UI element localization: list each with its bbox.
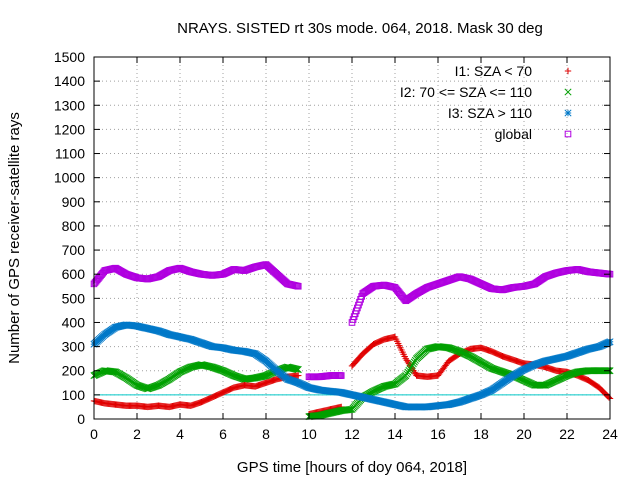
legend-marker (564, 67, 572, 75)
y-tick-label: 0 (77, 411, 85, 427)
y-tick-label: 900 (62, 194, 86, 210)
legend-marker (564, 88, 572, 96)
y-tick-labels: 0 100 200 300 400 500 600 700 800 900 1000 1100 1200… (54, 49, 85, 427)
y-tick-label: 500 (62, 290, 86, 306)
data-point (337, 372, 345, 379)
x-tick-label: 0 (90, 426, 98, 442)
y-tick-label: 1400 (54, 73, 85, 89)
y-tick-label: 1100 (55, 146, 85, 162)
x-tick-label: 16 (430, 426, 446, 442)
legend-marker (564, 130, 572, 138)
y-tick-label: 1500 (54, 49, 85, 65)
data-point (294, 282, 302, 290)
x-tick-label: 6 (219, 426, 227, 442)
x-tick-label: 14 (387, 426, 403, 442)
legend-label: global (495, 126, 532, 142)
x-tick-label: 18 (473, 426, 489, 442)
legend-item: global (495, 126, 572, 142)
series-4 (90, 261, 614, 381)
x-tick-label: 8 (262, 426, 270, 442)
y-tick-label: 1000 (54, 170, 85, 186)
x-tick-label: 20 (516, 426, 532, 442)
data-point (390, 380, 398, 388)
y-tick-label: 700 (62, 242, 86, 258)
y-tick-label: 300 (62, 339, 86, 355)
y-tick-label: 400 (62, 314, 86, 330)
data-point (294, 365, 302, 374)
grid (94, 57, 610, 419)
y-axis-label: Number of GPS receiver-satellite rays (6, 112, 23, 364)
x-tick-label: 24 (602, 426, 618, 442)
legend-label: I1: SZA < 70 (455, 63, 533, 79)
series-layer (90, 261, 614, 421)
y-tick-label: 800 (62, 218, 86, 234)
x-tick-label: 2 (133, 426, 141, 442)
y-tick-label: 100 (62, 387, 86, 403)
legend-marker (564, 109, 572, 117)
data-point (295, 372, 302, 379)
x-tick-label: 12 (344, 426, 360, 442)
x-axis-label: GPS time [hours of doy 064, 2018] (237, 459, 467, 476)
x-tick-labels: 0 2 4 6 8 10 12 14 16 18 20 22 24 (90, 426, 618, 442)
legend-item: I2: 70 <= SZA <= 110 (400, 84, 572, 100)
x-tick-label: 10 (301, 426, 317, 442)
x-tick-label: 4 (176, 426, 184, 442)
chart-title: NRAYS. SISTED rt 30s mode. 064, 2018. Ma… (177, 20, 543, 37)
data-point (293, 365, 301, 373)
legend: I1: SZA < 70 I2: 70 <= SZA <= 110 I3: SZA … (400, 63, 572, 142)
ticks (93, 56, 611, 420)
y-tick-label: 600 (62, 266, 86, 282)
legend-item: I3: SZA > 110 (448, 105, 572, 121)
y-tick-label: 1200 (54, 121, 85, 137)
data-point (292, 365, 300, 373)
y-tick-label: 1300 (54, 97, 85, 113)
y-tick-label: 200 (62, 363, 86, 379)
legend-label: I3: SZA > 110 (448, 105, 532, 121)
x-tick-label: 22 (559, 426, 575, 442)
series-3 (90, 321, 614, 411)
legend-item: I1: SZA < 70 (455, 63, 572, 79)
series-2 (90, 343, 614, 421)
legend-label: I2: 70 <= SZA <= 110 (400, 84, 532, 100)
